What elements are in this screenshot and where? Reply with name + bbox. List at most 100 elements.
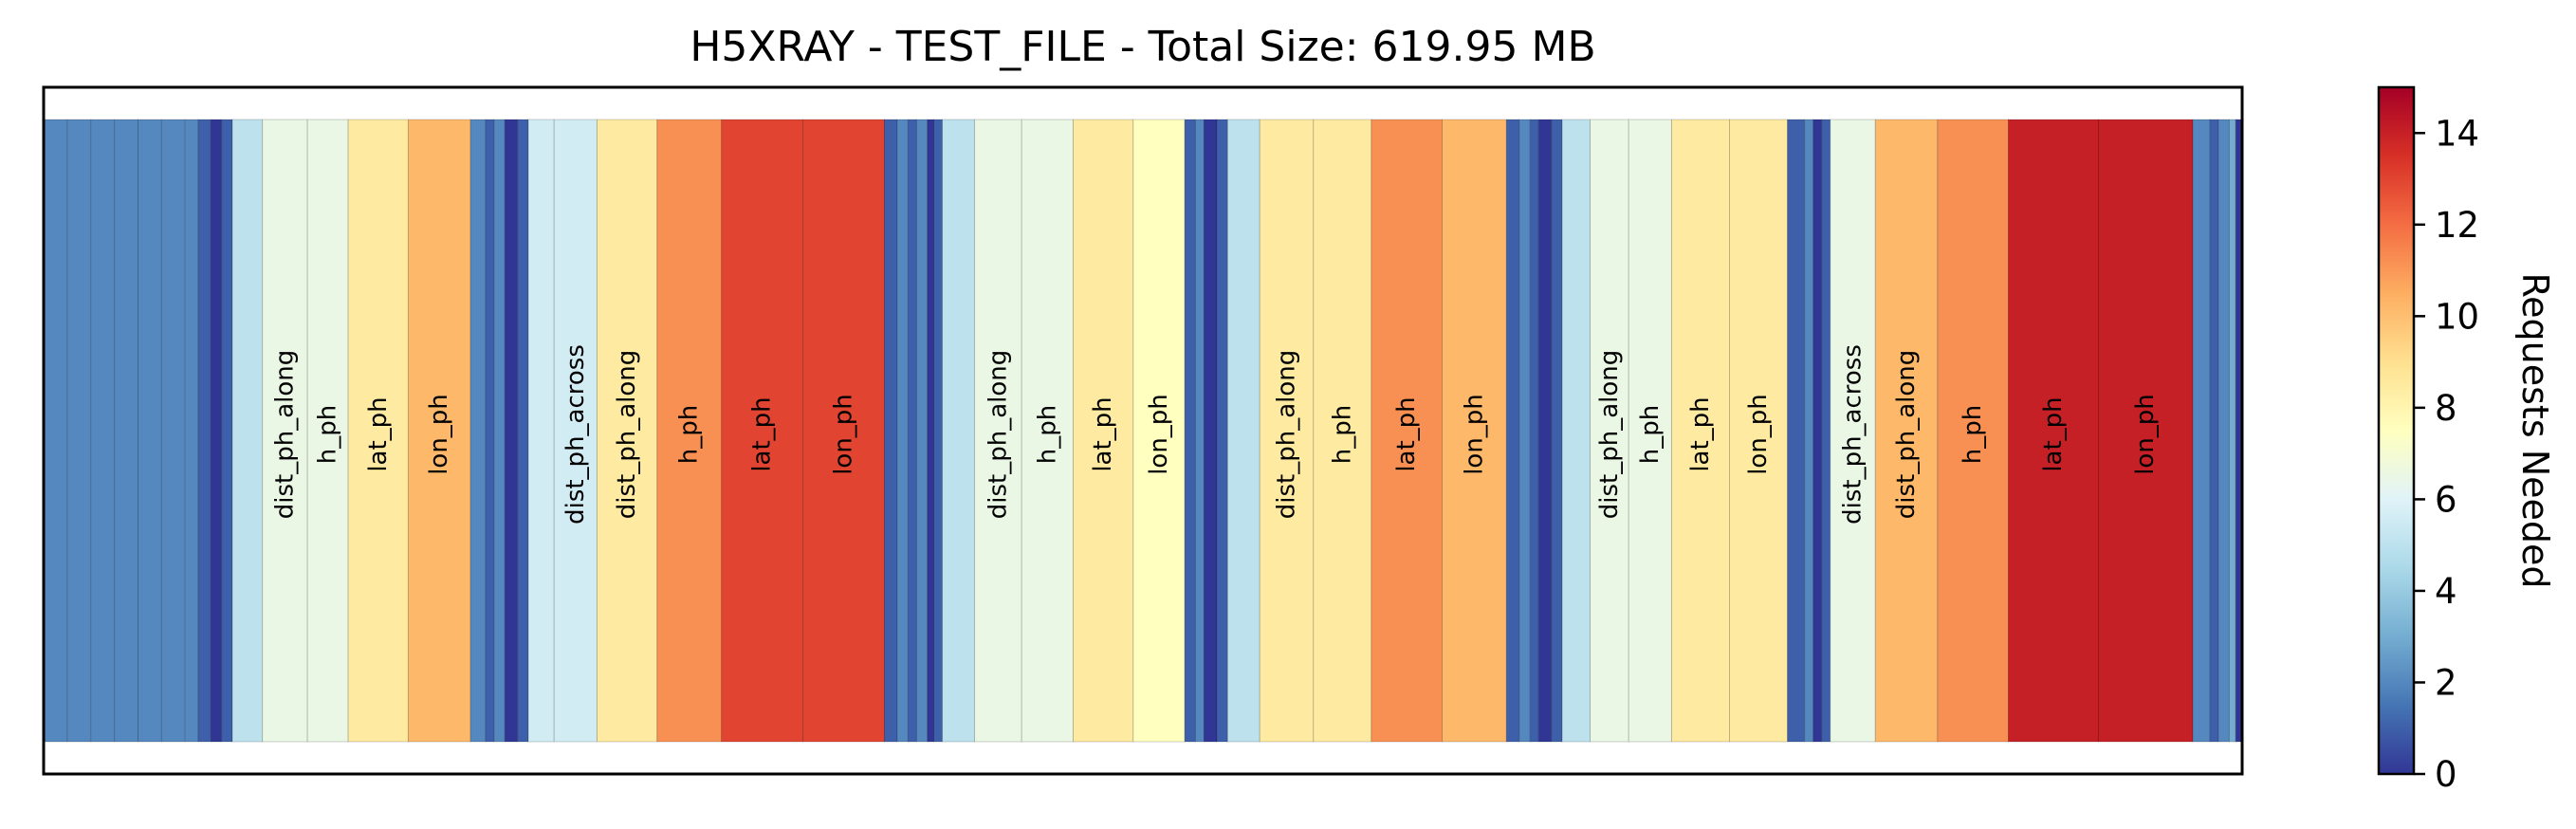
colorbar-tick-label: 10 — [2435, 296, 2479, 337]
dataset-label: dist_ph_along — [270, 350, 299, 520]
chart-title: H5XRAY - TEST_FILE - Total Size: 619.95 … — [690, 23, 1595, 71]
dataset-label: h_ph — [1636, 405, 1665, 464]
dataset-segment — [2228, 119, 2236, 743]
dataset-label: dist_ph_along — [1273, 350, 1301, 520]
dataset-segment — [721, 119, 804, 743]
colorbar: 0 2 4 6 8 10 12 14 Requests Needed — [2377, 85, 2556, 795]
dataset-segment — [1073, 119, 1134, 743]
dataset-label: h_ph — [314, 405, 342, 464]
dataset-label: lon_ph — [830, 394, 858, 475]
dataset-segment — [1561, 119, 1592, 743]
dataset-label: lat_ph — [1686, 396, 1715, 471]
dataset-segment — [1874, 119, 1939, 743]
dataset-segment — [210, 119, 223, 743]
dataset-label: lon_ph — [425, 394, 453, 475]
dataset-segment — [1518, 119, 1531, 743]
plot-frame — [42, 85, 2244, 776]
colorbar-label: Requests Needed — [2514, 272, 2556, 588]
colorbar-gradient — [2379, 87, 2414, 774]
dataset-segment — [1194, 119, 1205, 743]
dataset-segment — [907, 119, 917, 743]
dataset-label: lon_ph — [1744, 394, 1773, 475]
dataset-label: h_ph — [1959, 405, 1987, 464]
dataset-segment — [1216, 119, 1228, 743]
colorbar-tick-label: 12 — [2435, 205, 2479, 246]
dataset-segment — [2008, 119, 2099, 743]
dataset-segment — [1670, 119, 1731, 743]
dataset-segment — [1371, 119, 1443, 743]
dataset-segment — [469, 119, 487, 743]
dataset-segment — [160, 119, 186, 743]
dataset-segment — [1184, 119, 1196, 743]
dataset-label: dist_ph_along — [1595, 350, 1624, 520]
colorbar-tick-label: 0 — [2435, 754, 2457, 795]
dataset-segment — [2209, 119, 2219, 743]
dataset-segment — [927, 119, 935, 743]
dataset-segment — [896, 119, 909, 743]
dataset-segment — [2097, 119, 2194, 743]
dataset-segment — [2217, 119, 2230, 743]
dataset-segment — [1529, 119, 1539, 743]
dataset-segment — [197, 119, 212, 743]
colorbar-frame — [2377, 85, 2416, 776]
dataset-label: dist_ph_along — [984, 350, 1012, 520]
dataset-segment — [347, 119, 409, 743]
dataset-label: h_ph — [1033, 405, 1061, 464]
dataset-segment — [1203, 119, 1218, 743]
dataset-label: lat_ph — [748, 396, 777, 471]
dataset-segment — [138, 119, 162, 743]
dataset-segment — [942, 119, 975, 743]
dataset-segment — [114, 119, 139, 743]
dataset-segment — [1537, 119, 1553, 743]
dataset-segment — [553, 119, 598, 743]
colorbar-tick-label: 4 — [2435, 571, 2457, 612]
colorbar-tick-label: 2 — [2435, 662, 2457, 703]
dataset-segment — [485, 119, 495, 743]
dataset-segment — [596, 119, 658, 743]
dataset-label: lon_ph — [2131, 394, 2160, 475]
dataset-segment — [1812, 119, 1823, 743]
dataset-label: lat_ph — [1089, 396, 1117, 471]
dataset-segment — [1821, 119, 1831, 743]
colorbar-ticks: 0 2 4 6 8 10 12 14 — [2414, 113, 2479, 795]
plot-area: dist_ph_along h_ph lat_ph lon_ph dist_ph_acr… — [43, 119, 2243, 743]
dataset-segment — [883, 119, 898, 743]
dataset-segment — [973, 119, 1022, 743]
colorbar-tick-label: 8 — [2435, 388, 2457, 429]
dataset-label: lon_ph — [1460, 394, 1488, 475]
dataset-segment — [1132, 119, 1186, 743]
dataset-segment — [527, 119, 555, 743]
dataset-segment — [184, 119, 199, 743]
dataset-segment — [1313, 119, 1372, 743]
dataset-segment — [504, 119, 519, 743]
dataset-segment — [1226, 119, 1260, 743]
dataset-segment — [407, 119, 471, 743]
dataset-segment — [90, 119, 116, 743]
dataset-segment — [933, 119, 944, 743]
dataset-segment — [802, 119, 885, 743]
dataset-segment — [656, 119, 723, 743]
dataset-segment — [2192, 119, 2211, 743]
dataset-label: dist_ph_along — [1892, 350, 1921, 520]
dataset-segment — [1830, 119, 1876, 743]
dataset-segment — [1787, 119, 1806, 743]
dataset-segment — [1259, 119, 1315, 743]
colorbar-tick-label: 14 — [2435, 113, 2479, 154]
dataset-label: lat_ph — [1392, 396, 1421, 471]
dataset-segment — [306, 119, 349, 743]
dataset-label: h_ph — [1328, 405, 1356, 464]
dataset-label: lat_ph — [364, 396, 393, 471]
dataset-segment — [1628, 119, 1672, 743]
dataset-segment — [915, 119, 929, 743]
dataset-label: lon_ph — [1145, 394, 1173, 475]
dataset-segment — [1804, 119, 1814, 743]
dataset-label: h_ph — [675, 405, 704, 464]
dataset-segment — [43, 119, 68, 743]
dataset-label: lat_ph — [2039, 396, 2068, 471]
dataset-segment — [221, 119, 233, 743]
dataset-segment — [493, 119, 506, 743]
colorbar-tick-label: 6 — [2435, 479, 2457, 520]
dataset-segment — [262, 119, 308, 743]
dataset-segment — [517, 119, 529, 743]
